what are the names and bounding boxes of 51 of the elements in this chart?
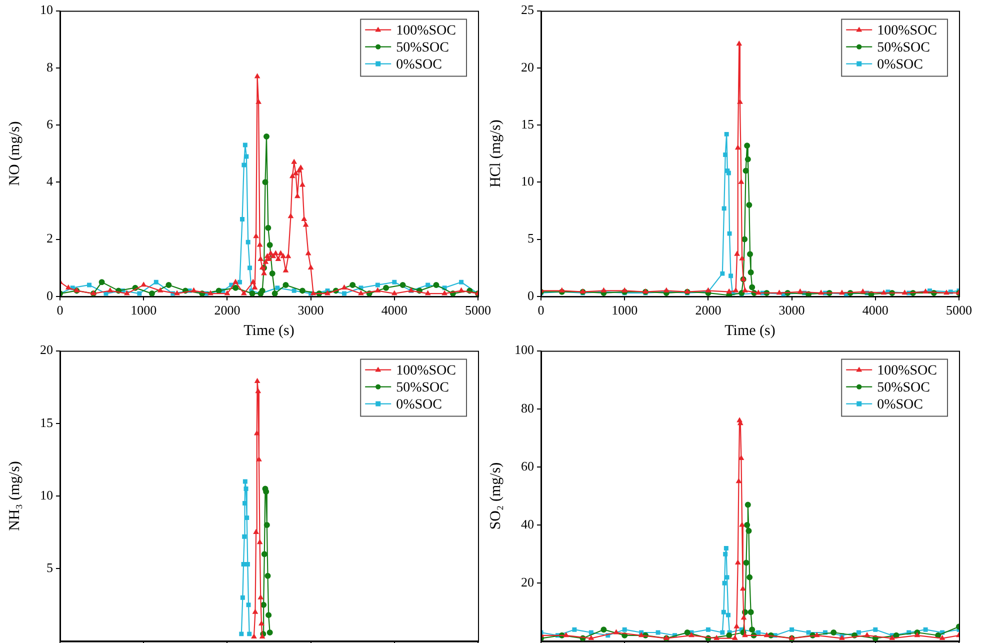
y-tick-label: 20 (40, 342, 53, 358)
legend-label: 50%SOC (877, 40, 930, 56)
legend-label: 100%SOC (877, 363, 938, 378)
x-tick-label: 3000 (778, 302, 805, 318)
y-tick-label: 100 (514, 342, 534, 358)
y-tick-label: 15 (521, 116, 534, 132)
y-tick-label: 8 (46, 59, 53, 74)
legend-label: 0%SOC (877, 57, 924, 72)
x-tick-label: 1000 (130, 302, 157, 318)
y-tick-label: 10 (521, 174, 534, 189)
y-tick-label: 5 (528, 230, 534, 246)
x-tick-label: 0 (56, 302, 64, 318)
legend-label: 50%SOC (877, 380, 930, 396)
legend-label: 0%SOC (396, 397, 442, 412)
x-axis-title: Time (s) (244, 322, 294, 339)
legend-label: 100%SOC (396, 363, 456, 378)
legend-label: 100%SOC (396, 23, 456, 38)
y-axis-title: SO₂ (mg/s) (488, 462, 504, 530)
y-tick-label: 2 (46, 230, 53, 246)
y-tick-label: 4 (46, 174, 54, 189)
x-tick-label: 3000 (298, 302, 324, 318)
x-tick-label: 2000 (695, 302, 722, 318)
legend-label: 50%SOC (396, 380, 450, 396)
y-tick-label: 15 (40, 414, 53, 430)
x-tick-label: 2000 (214, 302, 240, 318)
x-tick-label: 5000 (946, 302, 972, 318)
x-tick-label: 4000 (381, 302, 408, 318)
y-tick-label: 60 (521, 458, 534, 474)
legend-label: 0%SOC (396, 57, 442, 72)
x-tick-label: 5000 (465, 302, 491, 318)
y-tick-label: 5 (46, 560, 53, 576)
y-tick-label: 0 (46, 288, 53, 303)
y-axis-title: HCl (mg/s) (488, 120, 504, 188)
y-tick-label: 20 (521, 59, 534, 74)
y-tick-label: 10 (40, 487, 53, 502)
y-tick-label: 40 (521, 516, 534, 532)
x-axis-title: Time (s) (724, 322, 776, 339)
x-tick-label: 4000 (862, 302, 888, 318)
y-axis-title: NH₃ (mg/s) (6, 461, 23, 531)
y-tick-label: 25 (521, 2, 534, 18)
y-tick-label: 0 (528, 288, 534, 303)
legend-label: 100%SOC (877, 23, 938, 38)
y-tick-label: 80 (521, 400, 534, 416)
legend-label: 0%SOC (877, 397, 924, 412)
x-tick-label: 0 (538, 302, 544, 318)
y-axis-title: NO (mg/s) (6, 121, 23, 186)
y-tick-label: 10 (40, 2, 53, 18)
y-tick-label: 6 (46, 116, 54, 132)
legend-label: 50%SOC (396, 40, 450, 56)
x-tick-label: 1000 (612, 302, 638, 318)
y-tick-label: 20 (521, 574, 534, 590)
